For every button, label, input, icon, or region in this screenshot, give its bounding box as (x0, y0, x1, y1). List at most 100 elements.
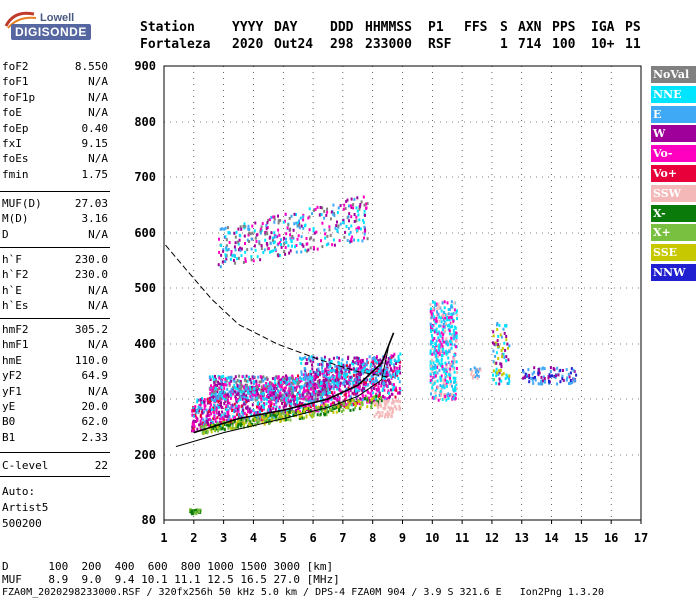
echo-f-trace (389, 356, 392, 360)
echo-f-trace (191, 413, 194, 417)
echo-oblique-10mhz (446, 340, 449, 344)
echo-f-upper (307, 397, 310, 401)
echo-2f-trace (283, 250, 286, 253)
echo-x-trace (227, 424, 230, 428)
echo-f-upper (311, 394, 314, 398)
echo-oblique-10mhz (438, 343, 441, 347)
echo-2f-trace (238, 248, 240, 252)
echo-2f-trace (251, 224, 254, 228)
echo-f-upper (237, 389, 240, 393)
echo-f-cusp (353, 356, 356, 360)
echo-f-upper (326, 376, 329, 380)
echo-x-trace (366, 398, 369, 402)
header-value-station: Fortaleza (140, 37, 211, 52)
echo-x-trace (272, 413, 275, 417)
echo-f-trace (380, 384, 383, 388)
echo-2f-trace (304, 223, 307, 227)
echo-f-trace (247, 399, 250, 403)
echo-f-upper (259, 375, 262, 379)
echo-f-cusp (333, 376, 336, 380)
echo-oblique-10mhz (438, 332, 441, 336)
echo-f-trace (329, 378, 332, 382)
echo-f-trace (200, 416, 203, 420)
echo-x-trace (282, 410, 285, 414)
echo-oblique-10mhz (442, 381, 445, 384)
echo-oblique-10mhz (441, 345, 444, 349)
echo-x-trace (248, 422, 251, 426)
echo-f-upper (255, 379, 258, 383)
echo-f-trace (245, 413, 248, 417)
echo-f-upper (290, 376, 293, 380)
echo-f-trace (282, 405, 285, 409)
echo-f-cusp (330, 360, 333, 363)
echo-oblique-10mhz (442, 324, 445, 328)
echo-f-trace (324, 367, 327, 371)
echo-f-upper (228, 381, 231, 385)
echo-oblique-10mhz (445, 365, 448, 369)
echo-2f-trace (356, 209, 359, 213)
echo-f-trace (343, 393, 346, 397)
echo-x-trace (256, 419, 259, 423)
echo-f-trace (262, 388, 265, 392)
echo-oblique-10mhz (451, 360, 453, 364)
echo-f-trace (369, 392, 372, 395)
echo-f-trace (273, 402, 276, 406)
y-tick-label: 600 (134, 226, 156, 240)
echo-f-trace (267, 390, 270, 394)
echo-x-trace (361, 401, 364, 405)
echo-f-upper (228, 390, 231, 394)
echo-f-upper (288, 382, 291, 386)
echo-f-trace (226, 401, 229, 405)
echo-f-trace (291, 398, 294, 402)
echo-2f-trace (246, 248, 249, 252)
header-value-ddd: 298 (330, 37, 354, 52)
echo-f-trace (357, 362, 360, 366)
echo-f-cusp (362, 367, 365, 371)
echo-2f-trace (219, 227, 222, 231)
param-value: 9.15 (81, 137, 109, 150)
echo-f-trace (278, 396, 281, 400)
echo-f-trace (203, 420, 206, 424)
echo-ssw (372, 402, 375, 405)
echo-2f-trace (235, 230, 238, 234)
echo-f-cusp (327, 370, 330, 374)
auto-artist: Artist5 (2, 501, 49, 514)
echo-x-trace (284, 418, 287, 422)
echo-2f-trace (323, 228, 326, 232)
echo-oblique-10mhz (443, 396, 446, 400)
param-value: N/A (88, 338, 108, 352)
echo-oblique-10mhz (446, 343, 449, 347)
echo-f-trace (199, 419, 202, 423)
echo-f-cusp (315, 374, 318, 378)
echo-2f-trace (311, 212, 314, 215)
echo-2f-trace (242, 224, 245, 228)
echo-f-trace (331, 401, 334, 405)
echo-oblique-10mhz (449, 342, 452, 346)
echo-f-upper (260, 390, 263, 394)
echo-x-trace (331, 406, 334, 410)
echo-oblique-10mhz (440, 309, 443, 313)
echo-2f-trace (356, 229, 358, 232)
echo-oblique-10mhz (438, 361, 441, 365)
echo-oblique-10mhz (447, 396, 450, 400)
echo-oblique-10mhz (450, 305, 452, 309)
echo-f-trace (227, 418, 230, 422)
echo-oblique-14mhz (528, 376, 531, 380)
echo-f-trace (397, 354, 400, 358)
echo-f-cusp (333, 369, 336, 373)
echo-oblique-12mhz (496, 322, 499, 325)
echo-f-upper (324, 386, 327, 390)
echo-x-trace (271, 416, 274, 420)
echo-f-cusp (314, 372, 317, 376)
echo-2f-trace (239, 248, 242, 252)
echo-x-trace (349, 408, 352, 412)
echo-oblique-10mhz (433, 317, 436, 321)
echo-f-cusp (349, 382, 352, 386)
echo-ssw (385, 412, 388, 416)
echo-oblique-14mhz (566, 376, 569, 380)
echo-oblique-10mhz (446, 301, 449, 305)
echo-oblique-14mhz (562, 378, 565, 382)
echo-f-trace (352, 402, 355, 406)
echo-2f-trace (240, 227, 243, 231)
echo-f-cusp (320, 362, 323, 366)
